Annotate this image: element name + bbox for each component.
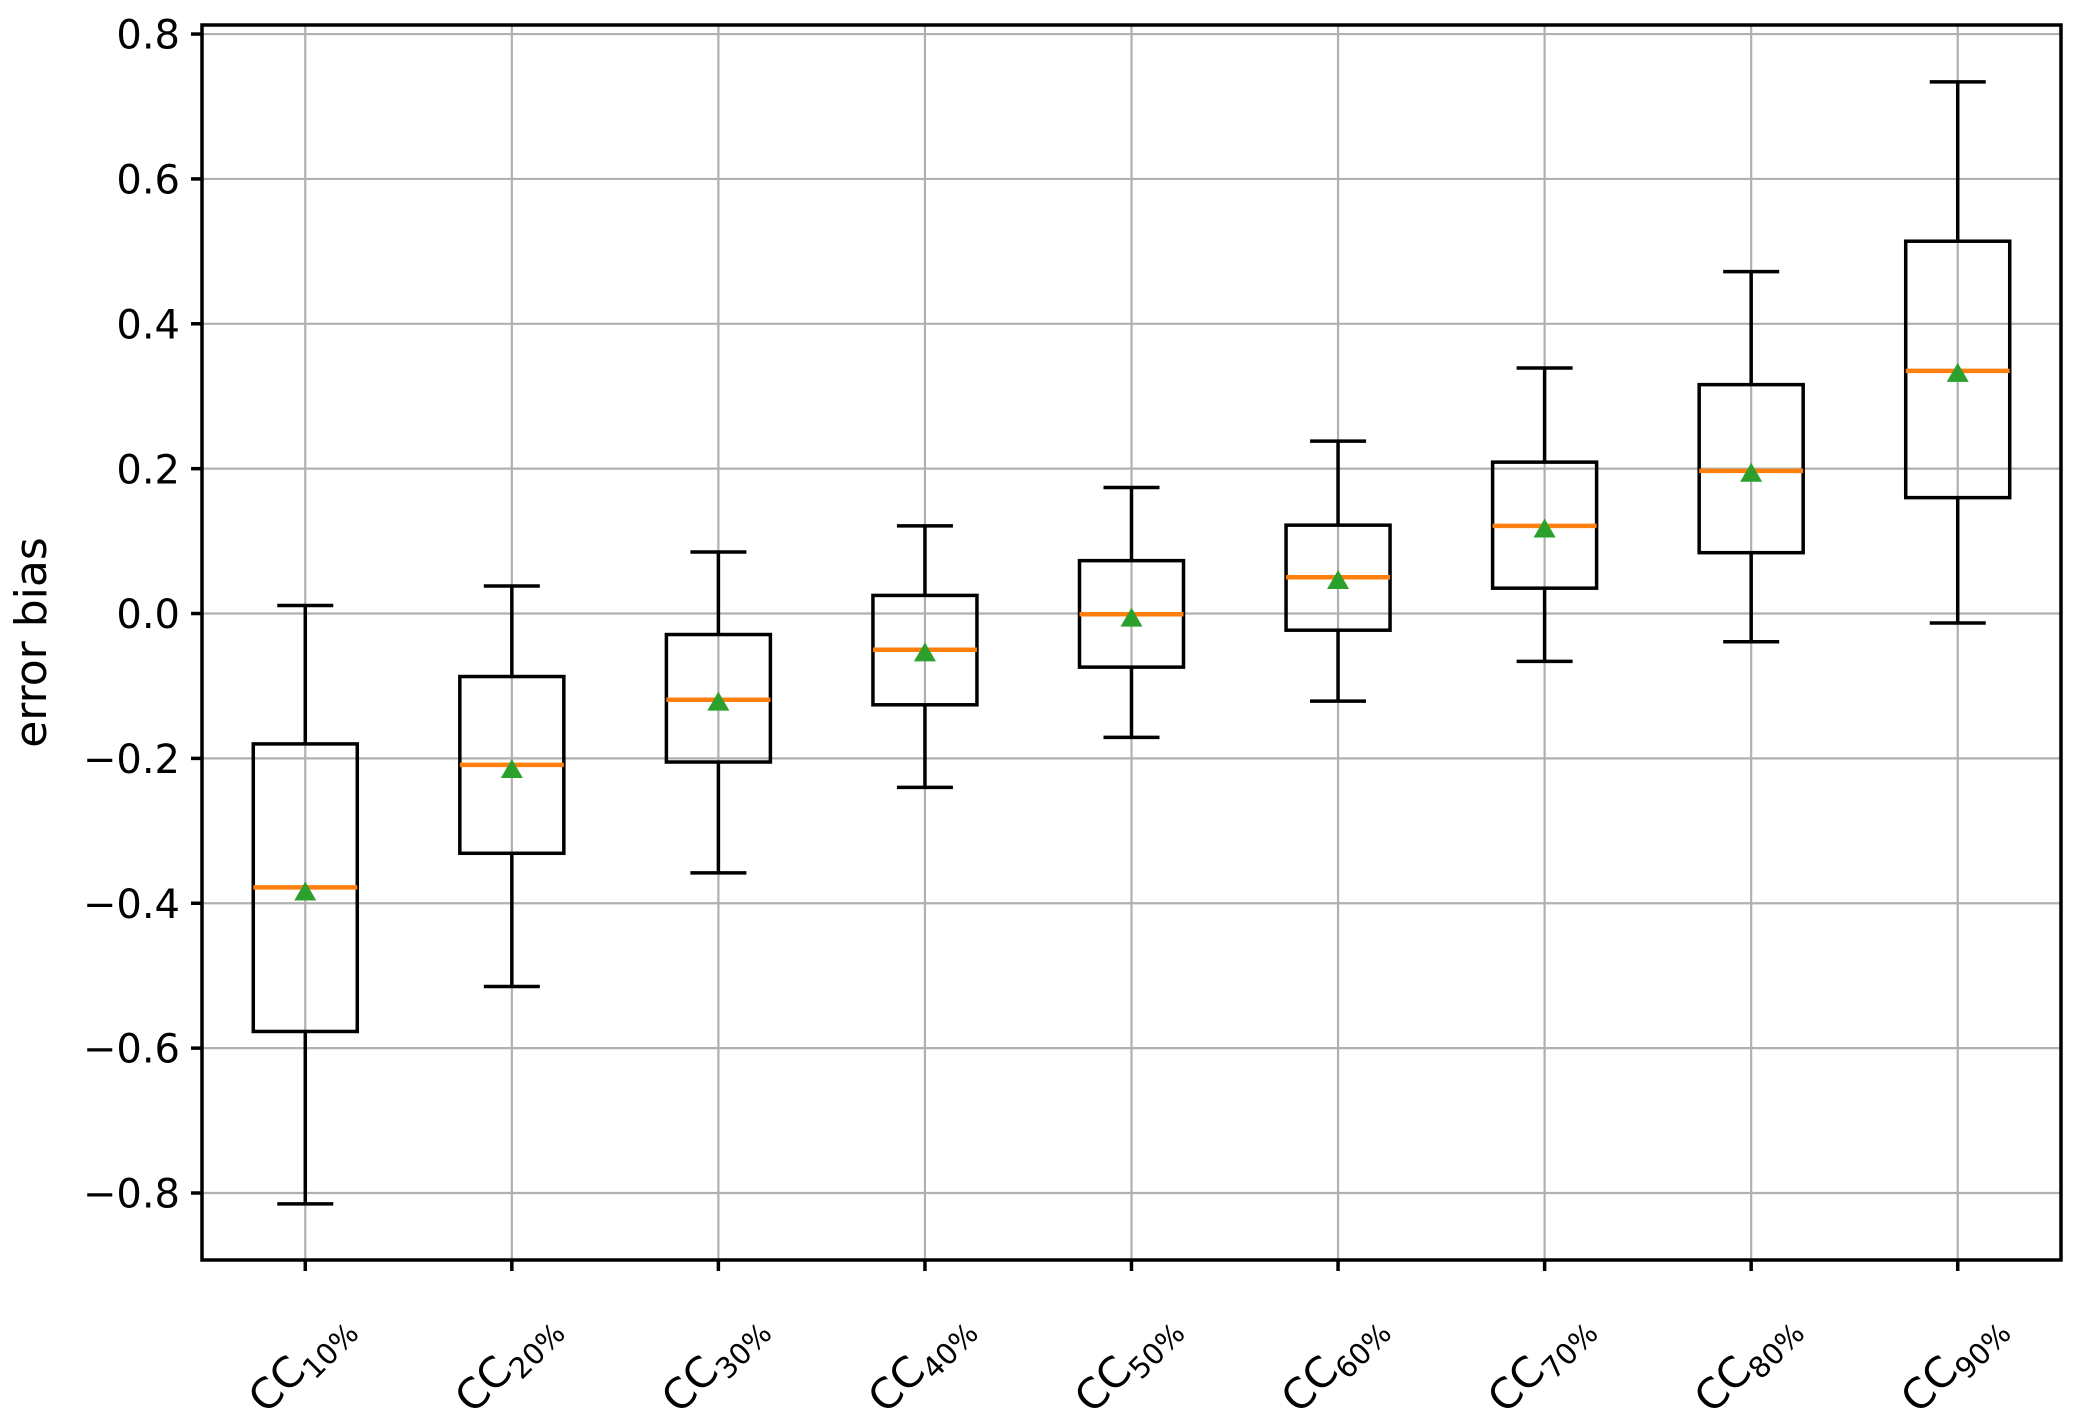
y-tick-label: −0.2	[83, 737, 180, 783]
mean-marker	[294, 881, 317, 901]
y-axis-label: error bias	[6, 537, 57, 748]
mean-marker	[913, 642, 936, 662]
mean-marker	[500, 759, 523, 779]
mean-marker	[1120, 607, 1143, 627]
mean-marker	[1533, 518, 1556, 538]
mean-marker	[1327, 569, 1350, 589]
y-tick-label: 0.0	[116, 592, 180, 638]
mean-marker	[1946, 362, 1969, 382]
y-tick-label: 0.2	[116, 447, 180, 493]
y-tick-label: 0.6	[116, 158, 180, 204]
y-tick-label: −0.6	[83, 1027, 180, 1073]
y-tick-label: 0.4	[116, 302, 180, 348]
mean-marker	[707, 691, 730, 711]
y-tick-label: −0.4	[83, 882, 180, 928]
y-tick-label: −0.8	[83, 1172, 180, 1218]
y-tick-label: 0.8	[116, 13, 180, 59]
mean-marker	[1740, 462, 1763, 482]
